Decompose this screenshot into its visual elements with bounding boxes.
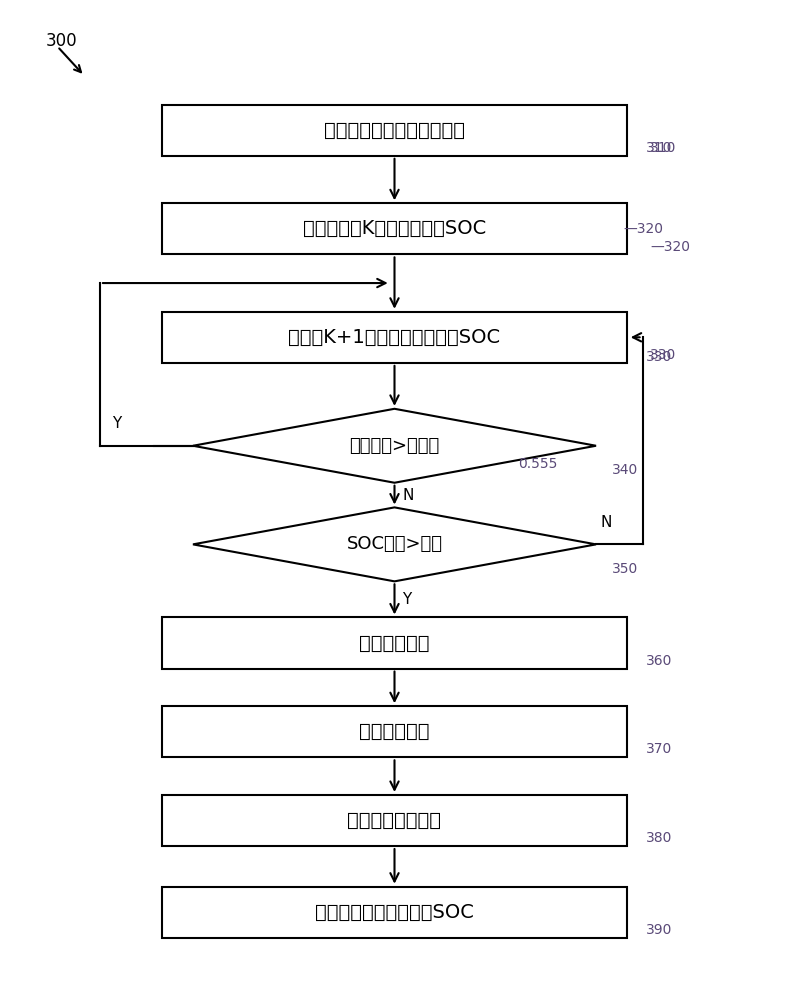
FancyBboxPatch shape	[162, 312, 627, 363]
Text: —320: —320	[650, 240, 690, 254]
FancyBboxPatch shape	[162, 706, 627, 757]
FancyBboxPatch shape	[162, 617, 627, 669]
Text: Y: Y	[111, 416, 121, 431]
Text: Y: Y	[402, 592, 412, 607]
Text: 360: 360	[646, 654, 673, 668]
Text: 确定日历衰减时间: 确定日历衰减时间	[347, 811, 442, 830]
Text: 设置新的时间、温度和SOC: 设置新的时间、温度和SOC	[315, 903, 474, 922]
Text: 计算电阻上升: 计算电阻上升	[359, 722, 430, 741]
Text: 温度变化>阈值？: 温度变化>阈值？	[350, 437, 439, 455]
Text: 在时间K+1，记录新的温度和SOC: 在时间K+1，记录新的温度和SOC	[289, 328, 500, 347]
Text: 330: 330	[646, 350, 673, 364]
FancyBboxPatch shape	[162, 105, 627, 156]
Text: 380: 380	[646, 831, 673, 845]
Text: SOC变化>阈值: SOC变化>阈值	[346, 535, 443, 553]
Text: 310: 310	[646, 141, 673, 155]
Text: 计算容量下降: 计算容量下降	[359, 633, 430, 652]
Text: 300: 300	[46, 32, 77, 50]
Text: 350: 350	[611, 562, 638, 576]
Polygon shape	[193, 507, 596, 581]
Text: 记录在时间K的电芯温度和SOC: 记录在时间K的电芯温度和SOC	[303, 219, 486, 238]
Polygon shape	[193, 409, 596, 483]
Text: 330: 330	[650, 348, 676, 362]
Text: 340: 340	[611, 463, 638, 477]
Text: N: N	[402, 488, 413, 503]
FancyBboxPatch shape	[162, 887, 627, 938]
Text: 310: 310	[650, 141, 677, 155]
Text: 370: 370	[646, 742, 673, 756]
FancyBboxPatch shape	[162, 203, 627, 254]
Text: 0.555: 0.555	[518, 457, 558, 471]
FancyBboxPatch shape	[162, 795, 627, 846]
Text: N: N	[600, 515, 611, 530]
Text: 设置初始时间、容量和电阻: 设置初始时间、容量和电阻	[324, 121, 465, 140]
Text: —320: —320	[623, 222, 664, 236]
Text: 390: 390	[646, 923, 673, 937]
